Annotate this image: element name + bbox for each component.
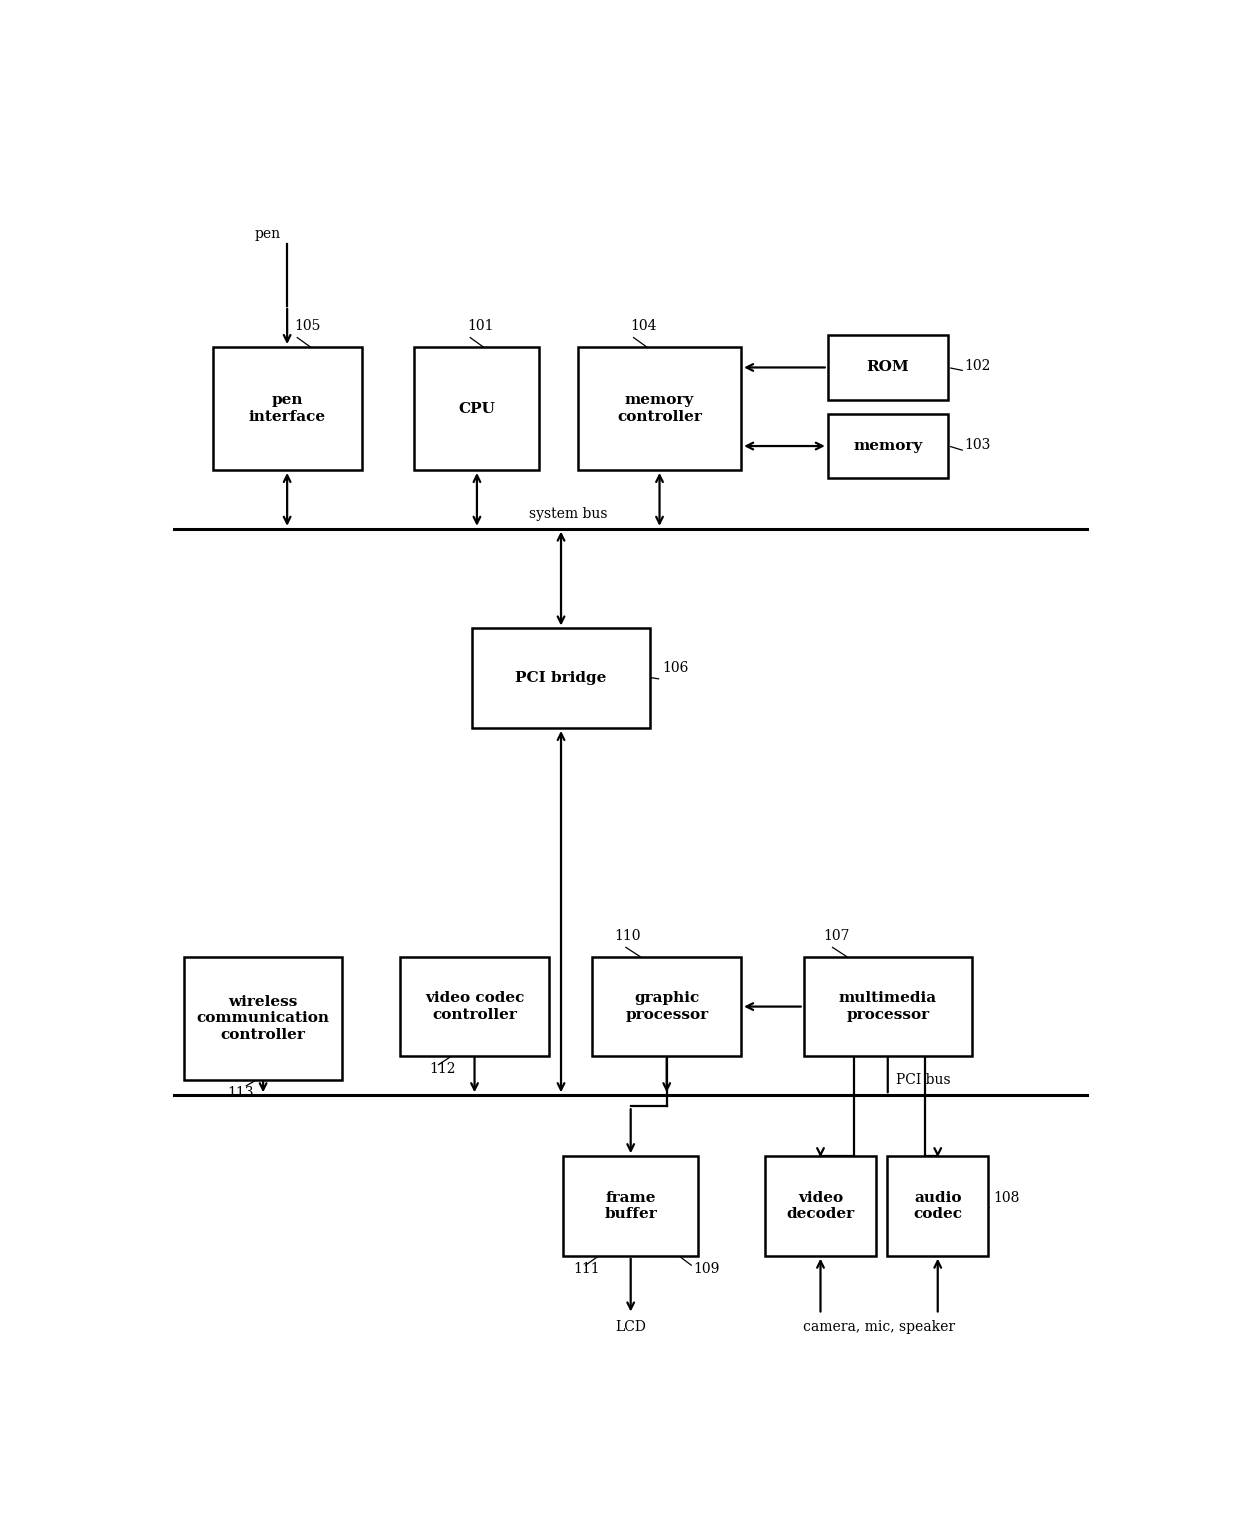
Bar [765, 1156, 875, 1256]
Text: 104: 104 [631, 318, 657, 334]
Text: 110: 110 [614, 929, 641, 943]
Text: 112: 112 [429, 1063, 455, 1077]
Text: wireless
communication
controller: wireless communication controller [197, 995, 330, 1042]
Bar [414, 347, 539, 471]
Text: pen: pen [255, 227, 281, 242]
Bar [828, 335, 947, 399]
Text: CPU: CPU [459, 402, 495, 416]
Text: camera, mic, speaker: camera, mic, speaker [804, 1320, 955, 1334]
Bar [472, 629, 650, 728]
Text: 101: 101 [467, 318, 494, 334]
Text: graphic
processor: graphic processor [625, 991, 708, 1022]
Bar [578, 347, 742, 471]
Bar [563, 1156, 698, 1256]
Text: audio
codec: audio codec [913, 1191, 962, 1221]
Text: video
decoder: video decoder [786, 1191, 854, 1221]
Text: ROM: ROM [867, 361, 909, 375]
Text: 105: 105 [294, 318, 321, 334]
Text: 106: 106 [662, 661, 688, 675]
Text: PCI bridge: PCI bridge [516, 672, 606, 685]
Text: memory: memory [853, 439, 923, 452]
Text: memory
controller: memory controller [618, 393, 702, 423]
Bar [593, 956, 742, 1057]
Bar [888, 1156, 988, 1256]
Text: LCD: LCD [615, 1320, 646, 1334]
Text: frame
buffer: frame buffer [604, 1191, 657, 1221]
Text: multimedia
processor: multimedia processor [838, 991, 937, 1022]
Text: system bus: system bus [529, 507, 608, 521]
Text: 111: 111 [573, 1261, 600, 1276]
Bar [804, 956, 972, 1057]
Text: pen
interface: pen interface [248, 393, 326, 423]
Text: 107: 107 [823, 929, 849, 943]
Text: 103: 103 [965, 439, 991, 452]
Bar [401, 956, 549, 1057]
Text: PCI bus: PCI bus [897, 1072, 951, 1087]
Text: 113: 113 [227, 1086, 253, 1100]
Text: 109: 109 [693, 1261, 719, 1276]
Text: video codec
controller: video codec controller [425, 991, 525, 1022]
Bar [828, 414, 947, 478]
Bar [184, 956, 342, 1080]
Bar [213, 347, 362, 471]
Text: 102: 102 [965, 359, 991, 373]
Text: 108: 108 [993, 1191, 1019, 1205]
